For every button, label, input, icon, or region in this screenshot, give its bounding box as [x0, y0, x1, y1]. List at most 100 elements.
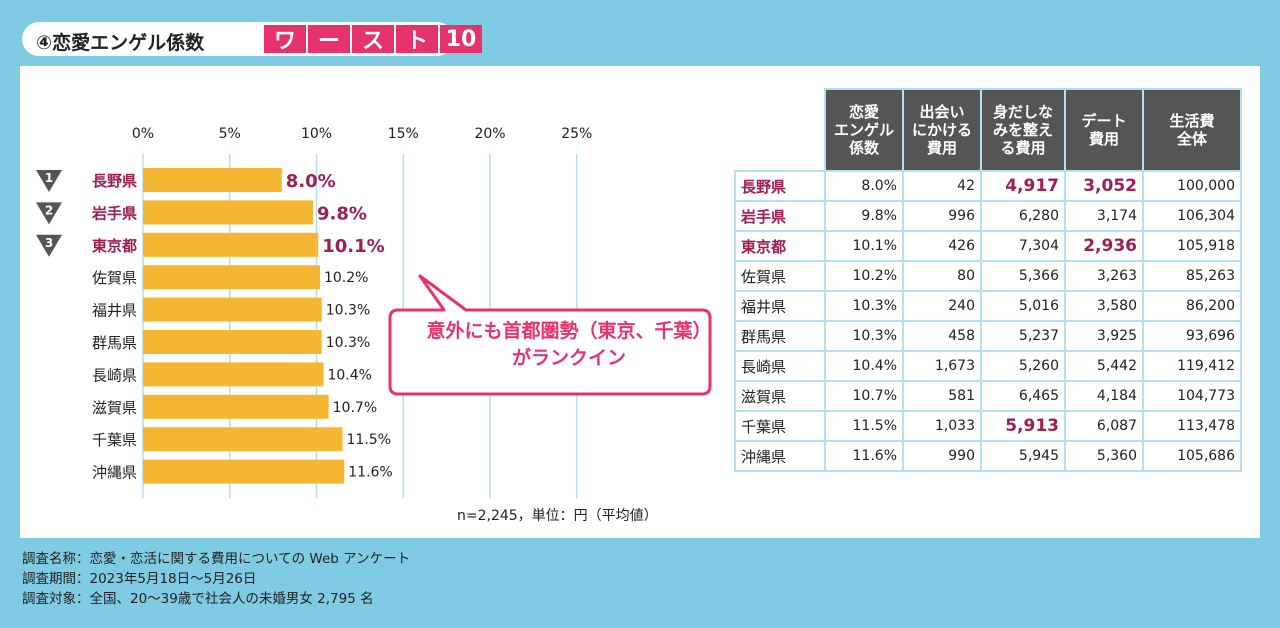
table-header: 恋愛 エンゲル 係数	[824, 88, 904, 172]
table-cell: 5,016	[980, 290, 1066, 322]
table-cell: 104,773	[1142, 380, 1242, 412]
table-cell: 4,917	[980, 170, 1066, 202]
value-label: 10.7%	[333, 400, 377, 416]
table-cell: 1,033	[902, 410, 982, 442]
category-label: 千葉県	[92, 431, 137, 449]
header-label: 恋愛 エンゲル 係数	[833, 103, 894, 157]
callout-line-2: がランクイン	[511, 347, 626, 369]
table-cell: 240	[902, 290, 982, 322]
data-table: 恋愛 エンゲル 係数 出会い にかける 費用 身だしな みを整え る費用 デート…	[734, 88, 1242, 472]
table-cell: 3,925	[1064, 320, 1144, 352]
table-cell: 6,465	[980, 380, 1066, 412]
title-box: ー	[308, 25, 350, 54]
table-cell: 581	[902, 380, 982, 412]
title-bar: ④恋愛エンゲル係数 ワ ー ス ト 10	[22, 22, 482, 56]
table-row: 滋賀県 10.7% 581 6,465 4,184 104,773	[734, 380, 1242, 412]
callout-text: 意外にも首都圏勢（東京、千葉） がランクイン	[410, 318, 728, 372]
table-header: 出会い にかける 費用	[902, 88, 982, 172]
category-label: 福井県	[92, 302, 137, 320]
table-cell: 7,304	[980, 230, 1066, 262]
table-cell-pref: 福井県	[734, 290, 826, 322]
category-label: 長野県	[92, 172, 137, 190]
table-cell-pref: 群馬県	[734, 320, 826, 352]
title-worst10: ワ ー ス ト 10	[264, 25, 482, 54]
bar-chart: 0% 5% 10% 15% 20% 25% 1 長野県 8.0% 2 岩手県 9.8% 3 東京都 10.…	[36, 126, 712, 498]
value-label: 10.2%	[324, 270, 368, 286]
table-row: 千葉県 11.5% 1,033 5,913 6,087 113,478	[734, 410, 1242, 442]
table-cell: 6,280	[980, 200, 1066, 232]
sample-note: n=2,245，単位：円（平均値）	[457, 508, 658, 524]
table-cell: 8.0%	[824, 170, 904, 202]
survey-period: 調査期間：2023年5月18日～5月26日	[22, 571, 257, 587]
table-cell: 5,366	[980, 260, 1066, 292]
table-cell: 86,200	[1142, 290, 1242, 322]
table-cell: 10.3%	[824, 320, 904, 352]
rank-triangle	[36, 234, 62, 257]
table-cell: 3,580	[1064, 290, 1144, 322]
table-cell: 6,087	[1064, 410, 1144, 442]
table-cell: 5,442	[1064, 350, 1144, 382]
table-header-row: 恋愛 エンゲル 係数 出会い にかける 費用 身だしな みを整え る費用 デート…	[735, 88, 1242, 172]
value-label: 10.3%	[326, 303, 370, 319]
title-box: 10	[440, 25, 482, 53]
table-cell: 10.3%	[824, 290, 904, 322]
table-cell: 11.6%	[824, 440, 904, 472]
table-cell: 106,304	[1142, 200, 1242, 232]
table-cell: 10.7%	[824, 380, 904, 412]
table-cell: 996	[902, 200, 982, 232]
table-cell-pref: 滋賀県	[734, 380, 826, 412]
bar	[143, 168, 282, 192]
table-row: 群馬県 10.3% 458 5,237 3,925 93,696	[734, 320, 1242, 352]
table-cell: 10.1%	[824, 230, 904, 262]
table-cell: 11.5%	[824, 410, 904, 442]
table-cell-pref: 沖縄県	[734, 440, 826, 472]
table-cell: 85,263	[1142, 260, 1242, 292]
x-tick-label: 10%	[301, 126, 332, 142]
x-tick-label: 5%	[219, 126, 241, 142]
category-label: 岩手県	[91, 204, 137, 222]
x-tick-label: 0%	[132, 126, 154, 142]
table-cell: 105,686	[1142, 440, 1242, 472]
table-row: 福井県 10.3% 240 5,016 3,580 86,200	[734, 290, 1242, 322]
table-row: 長野県 8.0% 42 4,917 3,052 100,000	[734, 170, 1242, 202]
table-cell: 3,174	[1064, 200, 1144, 232]
value-label: 10.1%	[322, 236, 384, 257]
table-cell: 5,945	[980, 440, 1066, 472]
table-cell: 119,412	[1142, 350, 1242, 382]
category-label: 滋賀県	[92, 399, 137, 417]
table-cell-pref: 佐賀県	[734, 260, 826, 292]
table-row: 東京都 10.1% 426 7,304 2,936 105,918	[734, 230, 1242, 262]
bar	[143, 200, 314, 225]
table-row: 岩手県 9.8% 996 6,280 3,174 106,304	[734, 200, 1242, 232]
header-label: 出会い にかける 費用	[911, 103, 972, 157]
bar	[143, 459, 345, 484]
table-cell: 5,913	[980, 410, 1066, 442]
category-label: 佐賀県	[92, 269, 137, 287]
header-label: 生活費 全体	[1169, 112, 1215, 148]
table-cell: 5,360	[1064, 440, 1144, 472]
rank-number: 2	[45, 203, 53, 217]
table-cell: 3,263	[1064, 260, 1144, 292]
table-cell: 80	[902, 260, 982, 292]
title-box: ワ	[264, 25, 306, 54]
title-box: ト	[396, 25, 438, 54]
x-tick-label: 25%	[561, 126, 592, 142]
rank-number: 3	[45, 236, 53, 250]
callout-bubble	[388, 274, 712, 396]
bar	[143, 232, 319, 257]
table-header: デート 費用	[1064, 88, 1144, 172]
table-cell: 458	[902, 320, 982, 352]
bar	[143, 330, 322, 354]
value-label: 11.5%	[347, 432, 391, 448]
table-cell: 113,478	[1142, 410, 1242, 442]
table-cell-pref: 千葉県	[734, 410, 826, 442]
table-cell: 5,260	[980, 350, 1066, 382]
table-cell: 5,237	[980, 320, 1066, 352]
bar	[143, 427, 343, 452]
header-label: 身だしな みを整え る費用	[992, 103, 1053, 157]
table-cell: 426	[902, 230, 982, 262]
table-cell-pref: 岩手県	[734, 200, 826, 232]
value-label: 10.4%	[327, 367, 371, 383]
table-cell: 9.8%	[824, 200, 904, 232]
chart-title: ④恋愛エンゲル係数	[36, 32, 205, 54]
